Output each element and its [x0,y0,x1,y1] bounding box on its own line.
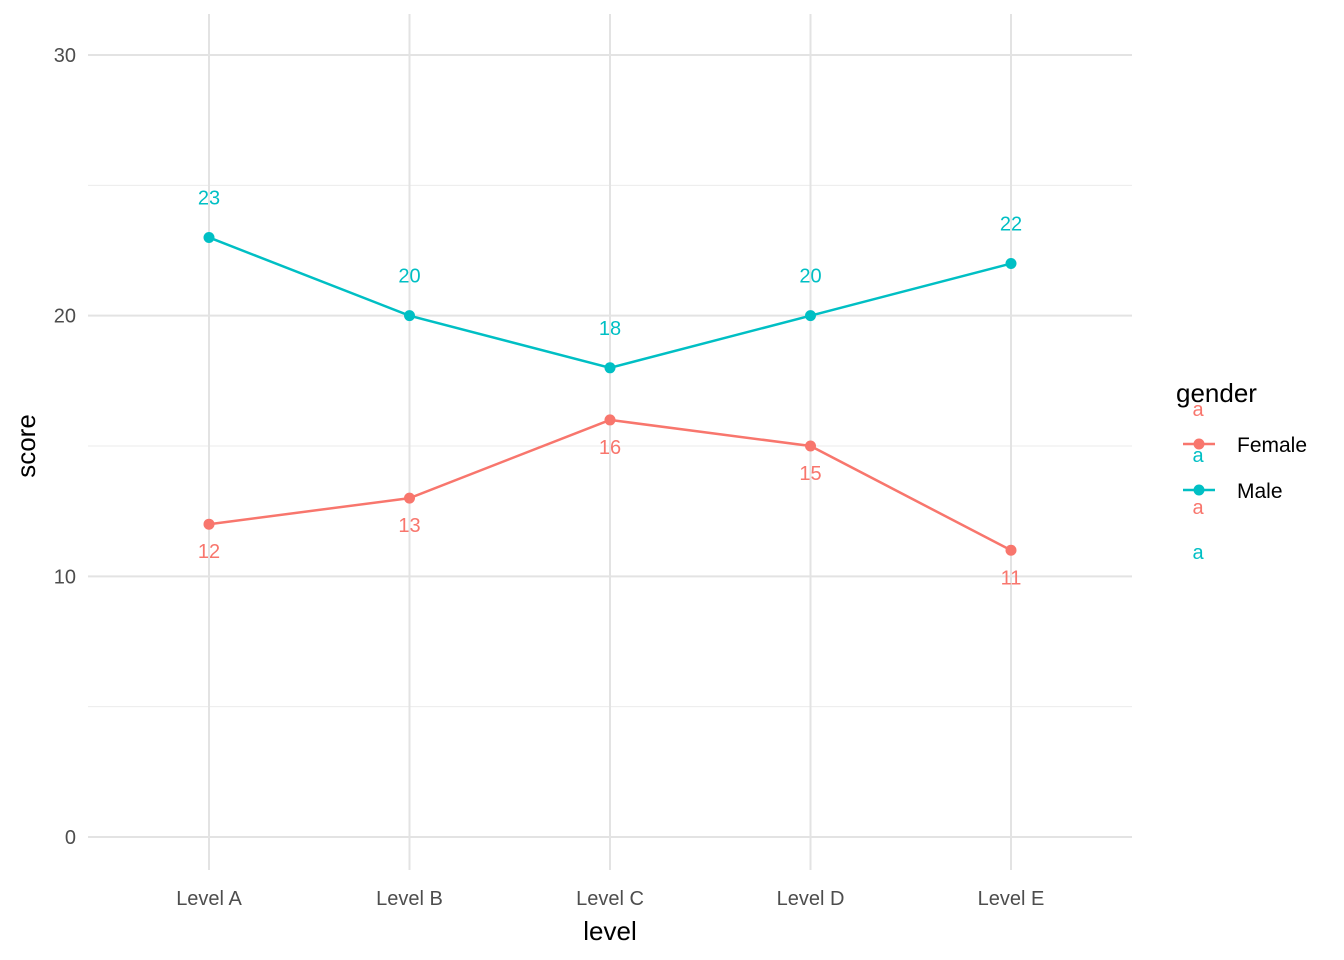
x-tick-label: Level C [576,888,644,910]
legend-key-text-glyph: a [1192,445,1204,467]
data-label-male: 22 [1000,214,1022,236]
legend-key-text-glyph: a [1192,542,1204,564]
x-tick-label: Level A [176,888,242,910]
data-point-female [203,518,215,530]
legend-key-point [1193,484,1205,496]
data-point-female [1005,544,1017,556]
legend-label-female: Female [1237,434,1307,457]
legend-key-text-glyph: a [1192,497,1204,519]
legend-title: gender [1176,378,1257,408]
data-label-female: 16 [599,437,621,459]
data-point-female [604,414,616,426]
data-point-male [805,310,816,322]
data-label-female: 15 [799,463,821,485]
y-axis-ticks: 0 10 20 30 [54,45,76,849]
x-tick-label: Level D [777,888,845,910]
data-point-male [404,310,415,322]
grid [88,14,1132,870]
data-label-female: 12 [198,541,220,563]
y-tick-label: 10 [54,566,76,588]
x-axis-title: level [583,916,636,946]
legend-key-point [1193,438,1205,450]
data-label-male: 20 [799,266,821,288]
series-layer [203,231,1017,556]
data-point-male [604,362,616,374]
data-point-male [1005,258,1017,270]
x-axis-ticks: Level A Level B Level C Level D Level E [176,888,1044,910]
data-point-male [203,231,215,243]
x-tick-label: Level B [376,888,443,910]
y-tick-label: 30 [54,45,76,67]
legend-label-male: Male [1237,480,1283,503]
y-tick-label: 0 [65,827,76,849]
legend: gender Female Male a a a a [1176,378,1307,564]
y-tick-label: 20 [54,306,76,328]
data-point-female [805,440,816,452]
data-point-female [404,492,415,504]
data-label-female: 13 [398,515,420,537]
data-label-male: 20 [398,266,420,288]
legend-key-text-glyph: a [1192,399,1204,421]
x-tick-label: Level E [978,888,1045,910]
data-label-female: 11 [1001,567,1022,589]
data-labels: 12 23 13 20 16 18 15 20 11 22 [198,187,1022,589]
data-label-male: 18 [599,318,621,340]
data-label-male: 23 [198,187,220,209]
y-axis-title: score [11,414,41,478]
